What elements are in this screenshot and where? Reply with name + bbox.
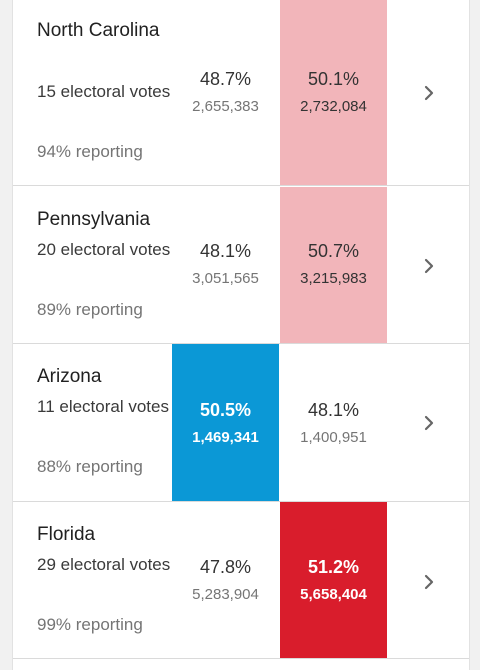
rep-result-cell: 51.2% 5,658,404: [280, 502, 387, 658]
dem-votes: 1,469,341: [192, 428, 259, 446]
chevron-right-icon[interactable]: [417, 81, 441, 105]
dem-percent: 48.1%: [199, 241, 252, 261]
rep-result-cell: 50.7% 3,215,983: [280, 187, 387, 343]
dem-result-cell: 47.8% 5,283,904: [172, 502, 279, 658]
chevron-right-icon[interactable]: [417, 570, 441, 594]
state-results-list: North Carolina 15 electoral votes 94% re…: [12, 0, 470, 670]
rep-percent: 51.2%: [307, 557, 360, 577]
rep-result-cell: 50.1% 2,732,084: [280, 0, 387, 185]
electoral-votes: 11 electoral votes: [37, 397, 169, 416]
electoral-votes: 20 electoral votes: [37, 240, 171, 259]
state-row-next[interactable]: [13, 659, 469, 670]
rep-percent: 48.1%: [307, 399, 360, 420]
dem-percent: 48.7%: [199, 68, 252, 89]
dem-result-cell: 48.7% 2,655,383: [172, 0, 279, 185]
rep-votes: 3,215,983: [300, 270, 367, 287]
reporting-percent: 99% reporting: [37, 615, 143, 634]
state-row-arizona[interactable]: Arizona 11 electoral votes 88% reporting…: [13, 344, 469, 502]
state-name: Arizona: [37, 366, 102, 387]
reporting-percent: 94% reporting: [37, 142, 143, 161]
dem-votes: 5,283,904: [192, 586, 259, 603]
dem-result-cell: 50.5% 1,469,341: [172, 344, 279, 501]
electoral-votes: 15 electoral votes: [37, 82, 171, 101]
chevron-right-icon[interactable]: [417, 254, 441, 278]
state-name: North Carolina: [37, 20, 160, 41]
dem-percent: 50.5%: [199, 399, 252, 420]
dem-votes: 2,655,383: [192, 97, 259, 115]
electoral-votes: 29 electoral votes: [37, 555, 171, 574]
chevron-right-icon[interactable]: [417, 411, 441, 435]
state-name: Pennsylvania: [37, 209, 151, 230]
rep-percent: 50.1%: [307, 68, 360, 89]
state-row-north-carolina[interactable]: North Carolina 15 electoral votes 94% re…: [13, 0, 469, 186]
state-row-florida[interactable]: Florida 29 electoral votes 99% reporting…: [13, 502, 469, 659]
rep-percent: 50.7%: [307, 241, 360, 261]
dem-result-cell: 48.1% 3,051,565: [172, 187, 279, 343]
rep-votes: 5,658,404: [300, 586, 367, 603]
rep-votes: 1,400,951: [300, 428, 367, 446]
rep-result-cell: 48.1% 1,400,951: [280, 344, 387, 501]
state-row-pennsylvania[interactable]: Pennsylvania 20 electoral votes 89% repo…: [13, 187, 469, 344]
state-name: Florida: [37, 524, 96, 545]
reporting-percent: 89% reporting: [37, 300, 143, 319]
rep-votes: 2,732,084: [300, 97, 367, 115]
dem-votes: 3,051,565: [192, 270, 259, 287]
dem-percent: 47.8%: [199, 557, 252, 577]
reporting-percent: 88% reporting: [37, 457, 143, 476]
